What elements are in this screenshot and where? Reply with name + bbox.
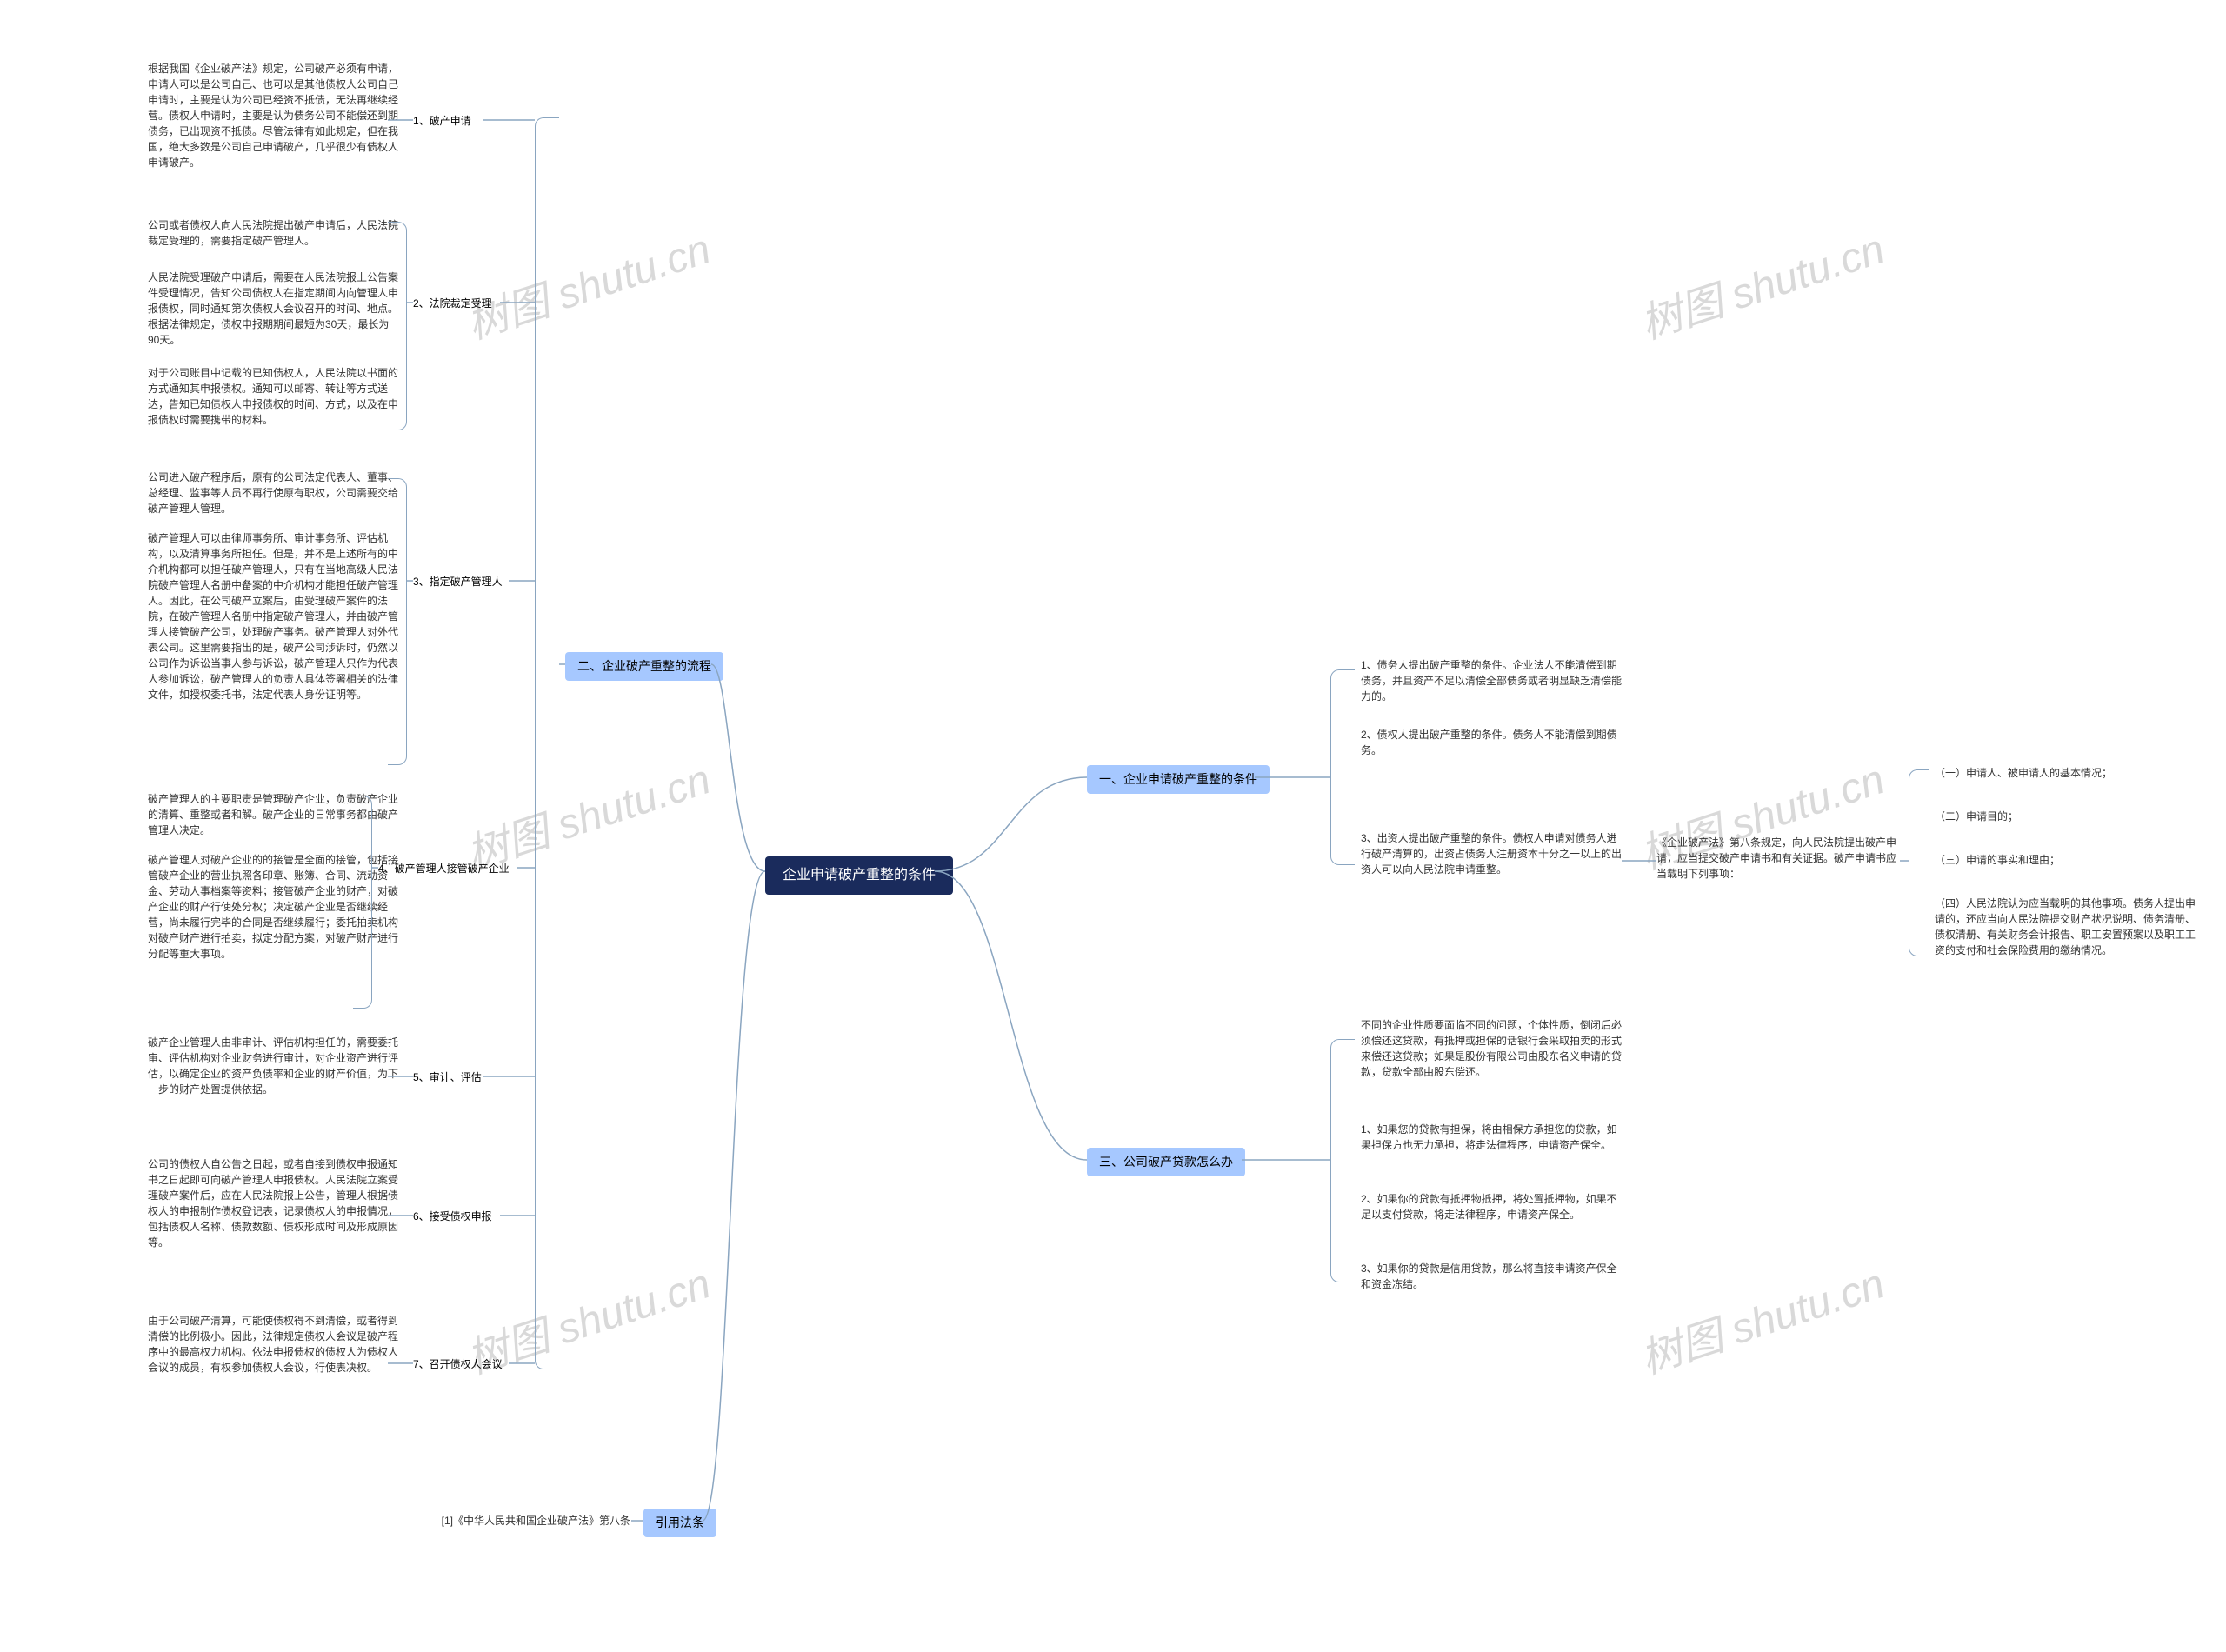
sec1-i3-d: （四）人民法院认为应当载明的其他事项。债务人提出申请的，还应当向人民法院提交财产… xyxy=(1935,896,2204,958)
step-desc-2b: 人民法院受理破产申请后，需要在人民法院报上公告案件受理情况，告知公司债权人在指定… xyxy=(148,270,400,348)
sec3-i1: 1、如果您的贷款有担保，将由相保方承担您的贷款，如果担保方也无力承担，将走法律程… xyxy=(1361,1122,1622,1153)
bracket-step3 xyxy=(388,478,407,765)
branch-sec2: 二、企业破产重整的流程 xyxy=(565,652,723,681)
sec1-i3-c: （三）申请的事实和理由； xyxy=(1935,852,2060,868)
step-desc-3a: 公司进入破产程序后，原有的公司法定代表人、董事、总经理、监事等人员不再行使原有职… xyxy=(148,470,400,516)
ref-item: [1]《中华人民共和国企业破产法》第八条 xyxy=(422,1513,630,1529)
bracket-sec1 xyxy=(1330,669,1355,865)
step-label-3: 3、指定破产管理人 xyxy=(413,574,503,590)
sec3-i2: 2、如果你的贷款有抵押物抵押，将处置抵押物，如果不足以支付贷款，将走法律程序，申… xyxy=(1361,1191,1622,1222)
sec1-i2: 2、债权人提出破产重整的条件。债务人不能清偿到期债务。 xyxy=(1361,727,1622,758)
sec1-i1: 1、债务人提出破产重整的条件。企业法人不能清偿到期债务，并且资产不足以清偿全部债… xyxy=(1361,657,1622,704)
step-desc-5: 破产企业管理人由非审计、评估机构担任的，需要委托审、评估机构对企业财务进行审计，… xyxy=(148,1035,400,1097)
step-desc-3b: 破产管理人可以由律师事务所、审计事务所、评估机构，以及清算事务所担任。但是，并不… xyxy=(148,530,400,703)
sec1-i3-sub: 《企业破产法》第八条规定，向人民法院提出破产申请，应当提交破产申请书和有关证据。… xyxy=(1656,835,1900,882)
root-node: 企业申请破产重整的条件 xyxy=(765,856,953,895)
watermark: 树图 shutu.cn xyxy=(457,215,716,350)
sec1-i3: 3、出资人提出破产重整的条件。债权人申请对债务人进行破产清算的，出资占债务人注册… xyxy=(1361,830,1622,877)
bracket-i3list xyxy=(1909,769,1929,956)
step-desc-2a: 公司或者债权人向人民法院提出破产申请后，人民法院裁定受理的，需要指定破产管理人。 xyxy=(148,217,400,249)
watermark: 树图 shutu.cn xyxy=(1631,215,1890,350)
step-desc-7: 由于公司破产清算，可能使债权得不到清偿，或者得到清偿的比例极小。因此，法律规定债… xyxy=(148,1313,400,1376)
bracket-step4 xyxy=(353,796,372,1009)
step-label-5: 5、审计、评估 xyxy=(413,1069,482,1085)
step-label-1: 1、破产申请 xyxy=(413,113,471,129)
step-label-7: 7、召开债权人会议 xyxy=(413,1356,503,1372)
branch-ref: 引用法条 xyxy=(643,1509,716,1537)
bracket-sec3 xyxy=(1330,1039,1355,1282)
watermark: 树图 shutu.cn xyxy=(1631,1249,1890,1385)
step-label-2: 2、法院裁定受理 xyxy=(413,296,492,311)
step-desc-6: 公司的债权人自公告之日起，或者自接到债权申报通知书之日起即可向破产管理人申报债权… xyxy=(148,1156,400,1250)
step-desc-2c: 对于公司账目中记载的已知债权人，人民法院以书面的方式通知其申报债权。通知可以邮寄… xyxy=(148,365,400,428)
sec1-i3-b: （二）申请目的； xyxy=(1935,809,2018,824)
sec3-i0: 不同的企业性质要面临不同的问题，个体性质，倒闭后必须偿还这贷款，有抵押或担保的话… xyxy=(1361,1017,1622,1080)
step-desc-1: 根据我国《企业破产法》规定，公司破产必须有申请，申请人可以是公司自己、也可以是其… xyxy=(148,61,400,170)
bracket-step2 xyxy=(388,222,407,430)
sec1-i3-a: （一）申请人、被申请人的基本情况； xyxy=(1935,765,2112,781)
sec3-i3: 3、如果你的贷款是信用贷款，那么将直接申请资产保全和资金冻结。 xyxy=(1361,1261,1622,1292)
branch-sec1: 一、企业申请破产重整的条件 xyxy=(1087,765,1270,794)
bracket-sec2 xyxy=(535,117,559,1369)
branch-sec3: 三、公司破产贷款怎么办 xyxy=(1087,1148,1245,1176)
step-label-6: 6、接受债权申报 xyxy=(413,1209,492,1224)
